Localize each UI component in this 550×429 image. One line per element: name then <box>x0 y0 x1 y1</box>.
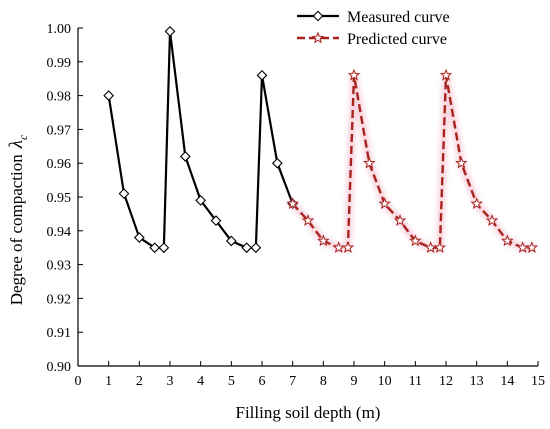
x-axis-title: Filling soil depth (m) <box>236 403 381 422</box>
legend-item-measured: Measured curve <box>297 9 450 26</box>
data-point-predicted <box>341 241 355 254</box>
x-tick-label: 14 <box>500 374 514 389</box>
data-point-predicted <box>470 197 483 210</box>
x-tick-label: 5 <box>228 374 235 389</box>
y-tick-label: 0.93 <box>47 259 72 274</box>
legend-label: Measured curve <box>347 9 450 26</box>
data-point-measured <box>256 69 268 81</box>
y-tick-label: 0.92 <box>47 292 72 307</box>
data-point-predicted <box>393 214 407 227</box>
x-tick-label: 2 <box>136 374 143 389</box>
y-tick-label: 0.90 <box>47 360 72 375</box>
y-axis-title: Degree of compaction λc <box>6 134 30 305</box>
y-tick-label: 0.97 <box>47 123 72 138</box>
data-point-measured <box>271 157 283 169</box>
y-tick-label: 0.99 <box>47 56 72 71</box>
series-predicted <box>286 68 539 254</box>
x-tick-label: 3 <box>167 374 174 389</box>
legend-label: Predicted curve <box>347 31 447 48</box>
axes: 0 1 2 3 4 5 6 7 8 9 10 11 12 13 14 150.900.910.920.930.… <box>47 22 546 389</box>
y-tick-label: 0.98 <box>47 90 72 105</box>
x-tick-label: 11 <box>409 374 422 389</box>
data-point-measured <box>158 242 170 254</box>
x-tick-label: 6 <box>259 374 266 389</box>
y-tick-label: 0.94 <box>47 225 72 240</box>
series-measured-line <box>107 30 294 249</box>
data-point-measured <box>241 242 253 254</box>
data-point-predicted <box>301 214 315 227</box>
y-axis-title-text: Degree of compaction <box>7 154 26 306</box>
x-tick-label: 4 <box>197 374 204 389</box>
x-tick-label: 0 <box>75 374 82 389</box>
data-point-measured <box>225 235 237 247</box>
y-tick-label: 1.00 <box>47 22 72 37</box>
data-point-predicted <box>409 234 422 247</box>
data-point-measured <box>103 90 115 101</box>
x-tick-label: 8 <box>320 374 327 389</box>
data-point-measured <box>250 242 262 254</box>
x-tick-label: 15 <box>531 374 545 389</box>
data-point-predicted <box>455 156 468 169</box>
data-point-predicted <box>317 234 330 247</box>
y-tick-label: 0.91 <box>47 326 72 341</box>
x-tick-label: 12 <box>439 374 453 389</box>
x-tick-label: 7 <box>289 374 296 389</box>
data-point-predicted <box>433 241 447 254</box>
data-point-measured <box>195 195 207 206</box>
y-tick-label: 0.96 <box>47 157 72 172</box>
data-point-predicted <box>439 68 453 81</box>
y-axis-title-subscript: c <box>16 134 30 140</box>
x-tick-label: 10 <box>378 374 392 389</box>
data-point-predicted <box>378 197 391 210</box>
x-tick-label: 1 <box>105 374 112 389</box>
legend-swatch-marker <box>311 31 325 44</box>
y-axis-title-symbol: λ <box>6 140 27 149</box>
legend-item-predicted: Predicted curve <box>297 31 447 48</box>
data-point-measured <box>179 151 191 162</box>
x-tick-label: 13 <box>470 374 484 389</box>
data-point-predicted <box>286 197 299 210</box>
data-point-predicted <box>347 68 361 81</box>
data-point-measured <box>133 232 145 243</box>
data-point-predicted <box>485 214 499 227</box>
data-point-predicted <box>363 156 376 169</box>
y-tick-label: 0.95 <box>47 191 72 206</box>
x-tick-label: 9 <box>351 374 358 389</box>
series-measured <box>103 26 299 254</box>
data-point-measured <box>210 215 222 227</box>
data-point-measured <box>118 188 130 199</box>
legend-swatch-marker <box>312 10 324 22</box>
legend: Measured curve Predicted curve <box>297 9 450 48</box>
data-point-measured <box>164 26 176 37</box>
data-point-predicted <box>501 234 514 247</box>
series-predicted-glow <box>288 71 536 252</box>
data-point-predicted <box>525 241 539 254</box>
plot-area <box>103 26 539 254</box>
data-point-measured <box>149 242 161 254</box>
